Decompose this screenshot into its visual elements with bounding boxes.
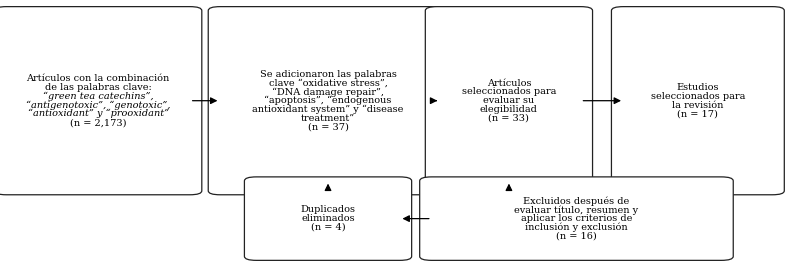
FancyBboxPatch shape: [0, 7, 202, 195]
Text: (n = 33): (n = 33): [488, 114, 528, 123]
Text: clave “oxidative stress”,: clave “oxidative stress”,: [268, 79, 387, 88]
Text: “apoptosis”, “endogenous: “apoptosis”, “endogenous: [264, 96, 391, 105]
Text: elegibilidad: elegibilidad: [479, 105, 537, 114]
Text: Artículos con la combinación: Artículos con la combinación: [26, 74, 169, 83]
FancyBboxPatch shape: [610, 7, 783, 195]
Text: seleccionados para: seleccionados para: [650, 92, 744, 101]
FancyBboxPatch shape: [425, 7, 592, 195]
Text: “DNA damage repair”,: “DNA damage repair”,: [271, 87, 384, 97]
Text: Excluidos después de: Excluidos después de: [523, 196, 629, 206]
Text: Se adicionaron las palabras: Se adicionaron las palabras: [259, 70, 396, 79]
Text: antioxidant system” y “disease: antioxidant system” y “disease: [252, 105, 403, 114]
Text: la revisión: la revisión: [671, 101, 723, 109]
Text: Duplicados: Duplicados: [300, 205, 355, 214]
Text: evaluar título, resumen y: evaluar título, resumen y: [514, 205, 638, 215]
FancyBboxPatch shape: [208, 7, 447, 195]
Text: (n = 2,173): (n = 2,173): [70, 118, 126, 127]
Text: “antioxidant” y “prooxidant”: “antioxidant” y “prooxidant”: [27, 109, 169, 118]
Text: eliminados: eliminados: [301, 214, 354, 223]
Text: de las palabras clave:: de las palabras clave:: [45, 83, 151, 92]
Text: (n = 4): (n = 4): [310, 223, 345, 232]
FancyBboxPatch shape: [419, 177, 732, 260]
Text: inclusión y exclusión: inclusión y exclusión: [524, 223, 627, 232]
Text: treatment”: treatment”: [300, 114, 355, 123]
Text: Artículos: Artículos: [486, 79, 531, 88]
Text: aplicar los criterios de: aplicar los criterios de: [520, 214, 631, 223]
Text: (n = 17): (n = 17): [677, 109, 717, 118]
Text: (n = 16): (n = 16): [556, 232, 596, 241]
FancyBboxPatch shape: [244, 177, 411, 260]
Text: “green tea catechins”,: “green tea catechins”,: [43, 92, 153, 101]
Text: evaluar su: evaluar su: [483, 96, 534, 105]
Text: (n = 37): (n = 37): [308, 122, 348, 131]
Text: seleccionados para: seleccionados para: [461, 87, 556, 96]
Text: Estudios: Estudios: [676, 83, 718, 92]
Text: “antigenotoxic”, “genotoxic”,: “antigenotoxic”, “genotoxic”,: [26, 100, 170, 110]
